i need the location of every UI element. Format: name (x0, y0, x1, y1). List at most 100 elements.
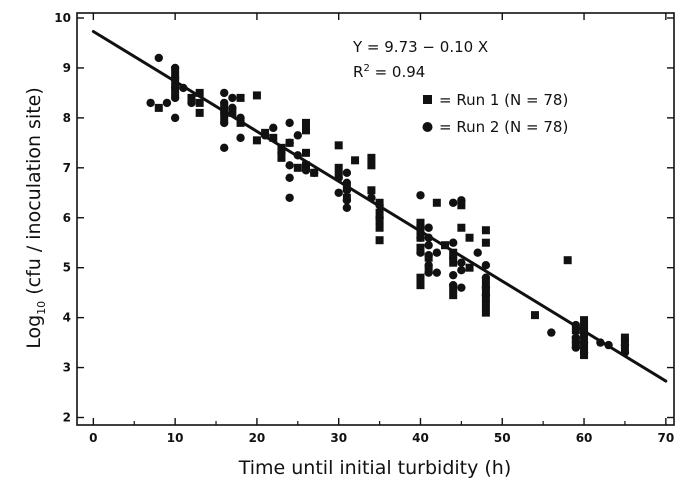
y-tick-label: 2 (63, 411, 71, 425)
run-2-point (187, 98, 196, 108)
run-1-point (171, 88, 180, 97)
y-tick-label: 5 (63, 261, 71, 275)
run-1-point (465, 233, 474, 242)
run-2-point (416, 248, 425, 257)
run-1-point (301, 118, 310, 127)
legend-marker-run-2 (422, 122, 433, 132)
run-1-point (465, 263, 474, 272)
run-2-point (220, 118, 229, 128)
run-2-point (432, 248, 442, 257)
run-1-point (530, 311, 539, 320)
run-2-point (285, 161, 294, 170)
run-1-point (580, 323, 589, 332)
y-tick-label: 8 (63, 111, 71, 125)
run-2-point (571, 333, 581, 342)
run-1-point (457, 223, 466, 232)
r-squared-prefix: R (353, 63, 363, 81)
run-1-point (416, 273, 425, 282)
run-2-point (170, 63, 180, 73)
run-1-point (481, 278, 490, 287)
regression-equation: Y = 9.73 − 0.10 X (352, 38, 488, 56)
run-1-point (571, 326, 580, 335)
y-tick-label: 3 (63, 361, 71, 375)
y-tick-label: 9 (63, 61, 71, 75)
y-tick-label: 7 (63, 161, 71, 175)
run-1-point (580, 343, 589, 352)
run-2-point (277, 148, 286, 158)
run-2-point (579, 348, 589, 357)
y-axis-title-prefix: Log (23, 315, 45, 349)
run-1-point (580, 333, 589, 342)
run-2-point (448, 280, 458, 290)
run-1-point (269, 133, 278, 142)
run-1-point (301, 148, 310, 157)
run-2-point (424, 223, 433, 232)
run-2-point (457, 265, 466, 275)
run-2-point (170, 113, 180, 123)
run-2-point (416, 191, 425, 200)
x-tick-label: 30 (330, 431, 347, 445)
run-2-point (301, 166, 311, 175)
run-1-point (301, 161, 310, 170)
x-tick-label: 50 (494, 431, 511, 445)
y-tick-label: 10 (54, 11, 71, 25)
run-1-point (375, 236, 384, 245)
regression-line (91, 29, 668, 383)
run-1-point (416, 281, 425, 290)
run-1-point (236, 93, 245, 102)
legend-marker-run-1 (423, 95, 432, 104)
run-2-point (457, 196, 466, 205)
legend-label-run-2: = Run 2 (N = 78) (439, 118, 568, 136)
run-1-point (301, 126, 310, 135)
run-1-point (481, 308, 490, 317)
run-2-point (432, 268, 442, 277)
axis-ticks: 0 10 20 30 40 50 60 70 2 3 4 5 6 7 8 9 10 (54, 11, 674, 445)
run-2-point (220, 143, 229, 153)
run-2-point (448, 270, 458, 280)
x-tick-label: 40 (412, 431, 429, 445)
run-2-point (269, 123, 278, 133)
run-1-point (228, 108, 237, 117)
run-1-point (334, 163, 343, 172)
run-2-point (473, 248, 482, 257)
run-2-point (285, 138, 294, 148)
run-1-point (367, 161, 376, 170)
r-squared-annotation: R2 = 0.94 (353, 63, 425, 81)
run-2-point (236, 133, 245, 143)
x-tick-label: 0 (89, 431, 97, 445)
run-2-point (228, 103, 237, 113)
r-squared-value: = 0.94 (370, 63, 426, 81)
run-2-point (448, 198, 458, 207)
r-squared-superscript: 2 (363, 63, 369, 74)
run-2-point (424, 251, 433, 260)
plot-frame (76, 12, 675, 426)
run-1-point (367, 153, 376, 162)
x-tick-label: 20 (249, 431, 266, 445)
run-2-point (228, 93, 237, 103)
y-axis-title-subscript: 10 (35, 301, 48, 315)
run-2-point (481, 260, 491, 270)
run-1-point (481, 238, 490, 247)
run-1-point (195, 88, 204, 97)
run-2-point (220, 98, 229, 108)
run-1-point (220, 113, 229, 122)
run-1-point (580, 316, 589, 325)
run-2-point (424, 260, 433, 270)
run-1-point (220, 103, 229, 112)
run-1-point (277, 153, 286, 162)
run-2-point (424, 241, 433, 250)
run-1-point (154, 103, 163, 112)
run-2-point (162, 98, 172, 108)
run-2-point (309, 168, 319, 178)
run-1-point (481, 301, 490, 310)
run-2-point (285, 193, 294, 202)
run-1-point (187, 93, 196, 102)
run-2-point (620, 340, 630, 350)
run-2-point (457, 258, 466, 267)
run-2-point (220, 88, 229, 98)
run-1-point (293, 163, 302, 172)
run-2-point (481, 290, 491, 300)
run-2-point (170, 83, 180, 93)
